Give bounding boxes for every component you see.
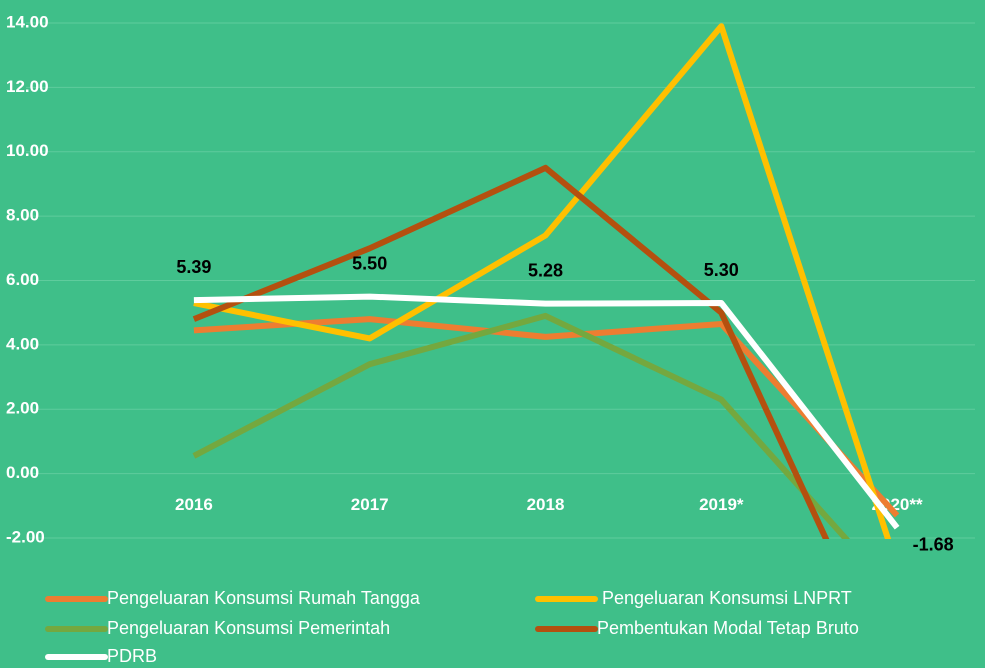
y-tick-label: 12.00 (6, 77, 49, 96)
data-label: 5.50 (352, 253, 387, 273)
y-tick-label: 8.00 (6, 206, 39, 225)
y-tick-label: 4.00 (6, 334, 39, 353)
series-line (192, 312, 851, 539)
series-line (192, 164, 830, 539)
x-tick-label: 2018 (527, 495, 565, 514)
y-tick-label: 0.00 (6, 463, 39, 482)
series-line (193, 23, 892, 539)
x-tick-label: 2016 (175, 495, 213, 514)
lines (192, 23, 900, 539)
legend-label: Pembentukan Modal Tetap Bruto (597, 618, 859, 638)
legend-label: Pengeluaran Konsumsi Rumah Tangga (107, 588, 421, 608)
series-line (193, 316, 900, 518)
x-tick-label: 2019* (699, 495, 744, 514)
series-line (193, 293, 900, 530)
data-label: 5.30 (704, 260, 739, 280)
data-label: 5.39 (176, 257, 211, 277)
y-tick-label: 2.00 (6, 399, 39, 418)
data-label: 5.28 (528, 260, 563, 280)
y-tick-label: 10.00 (6, 141, 49, 160)
y-tick-label: 14.00 (6, 12, 49, 31)
legend-label: PDRB (107, 646, 157, 666)
x-tick-label: 2017 (351, 495, 389, 514)
y-tick-label: 6.00 (6, 270, 39, 289)
legend-label: Pengeluaran Konsumsi LNPRT (597, 588, 852, 608)
data-label: -1.68 (913, 534, 954, 554)
legend-label: Pengeluaran Konsumsi Pemerintah (107, 618, 390, 638)
y-tick-label: -2.00 (6, 527, 45, 546)
